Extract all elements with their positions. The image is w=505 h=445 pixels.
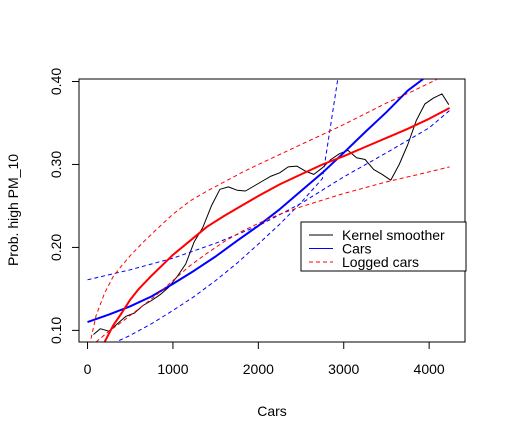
x-tick-label: 3000: [328, 361, 359, 377]
x-tick-label: 1000: [157, 361, 188, 377]
y-tick-label: 0.10: [48, 317, 64, 344]
cars-line-1: [87, 79, 424, 324]
y-tick-label: 0.30: [48, 151, 64, 178]
y-tick-label: 0.40: [48, 68, 64, 95]
legend-label: Logged cars: [342, 254, 419, 270]
band-line-6: [95, 166, 450, 342]
x-tick-label: 4000: [414, 361, 445, 377]
x-tick-label: 2000: [243, 361, 274, 377]
kernel-smoother-line-0: [93, 93, 450, 335]
band-line-5: [90, 79, 438, 339]
x-axis-label: Cars: [257, 403, 287, 419]
legend-label: Kernel smoother: [342, 227, 445, 243]
x-axis: 0 1000 2000 3000 4000: [84, 341, 445, 377]
legend-label: Cars: [342, 241, 372, 257]
logged-cars-line-4: [103, 107, 451, 342]
band-line-3: [114, 79, 339, 342]
y-axis-label: Prob. high PM_10: [5, 154, 21, 266]
y-axis: 0.10 0.20 0.30 0.40: [48, 68, 80, 344]
series-layer: [87, 79, 451, 342]
x-tick-label: 0: [84, 361, 92, 377]
y-tick-label: 0.20: [48, 234, 64, 261]
legend-box: [300, 221, 467, 272]
